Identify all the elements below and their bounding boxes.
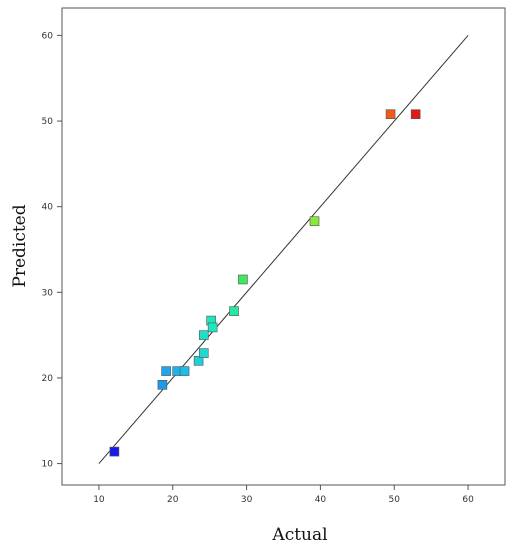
data-point	[109, 446, 120, 457]
data-point	[229, 306, 239, 316]
x-tick-label: 30	[241, 495, 253, 505]
data-point	[198, 348, 209, 358]
data-points	[109, 109, 421, 457]
data-point	[410, 109, 421, 119]
data-point	[198, 330, 209, 340]
x-tick-label: 40	[315, 495, 327, 505]
x-tick-label: 50	[389, 495, 401, 505]
data-point	[238, 274, 248, 285]
data-point	[157, 380, 168, 390]
y-tick-label: 20	[42, 374, 54, 384]
data-point	[161, 366, 171, 376]
x-axis-title: Actual	[271, 525, 327, 545]
y-tick-label: 60	[42, 31, 54, 41]
y-tick-label: 10	[42, 460, 54, 470]
reference-line	[98, 35, 469, 464]
plot-frame	[61, 7, 506, 486]
data-point	[207, 322, 218, 333]
x-tick-label: 20	[167, 495, 179, 505]
x-axis: 10 20 30 40 50 60	[93, 485, 474, 505]
y-tick-label: 30	[42, 288, 54, 298]
y-axis: 10 20 30 40 50 60	[42, 31, 62, 470]
x-tick-label: 10	[93, 495, 105, 505]
y-tick-label: 50	[42, 117, 54, 127]
data-point	[179, 366, 190, 376]
x-tick-label: 60	[462, 495, 474, 505]
data-point	[193, 356, 204, 366]
data-point	[309, 216, 320, 227]
y-axis-title: Predicted	[10, 204, 30, 287]
data-point	[385, 109, 396, 119]
y-tick-label: 40	[42, 203, 54, 213]
